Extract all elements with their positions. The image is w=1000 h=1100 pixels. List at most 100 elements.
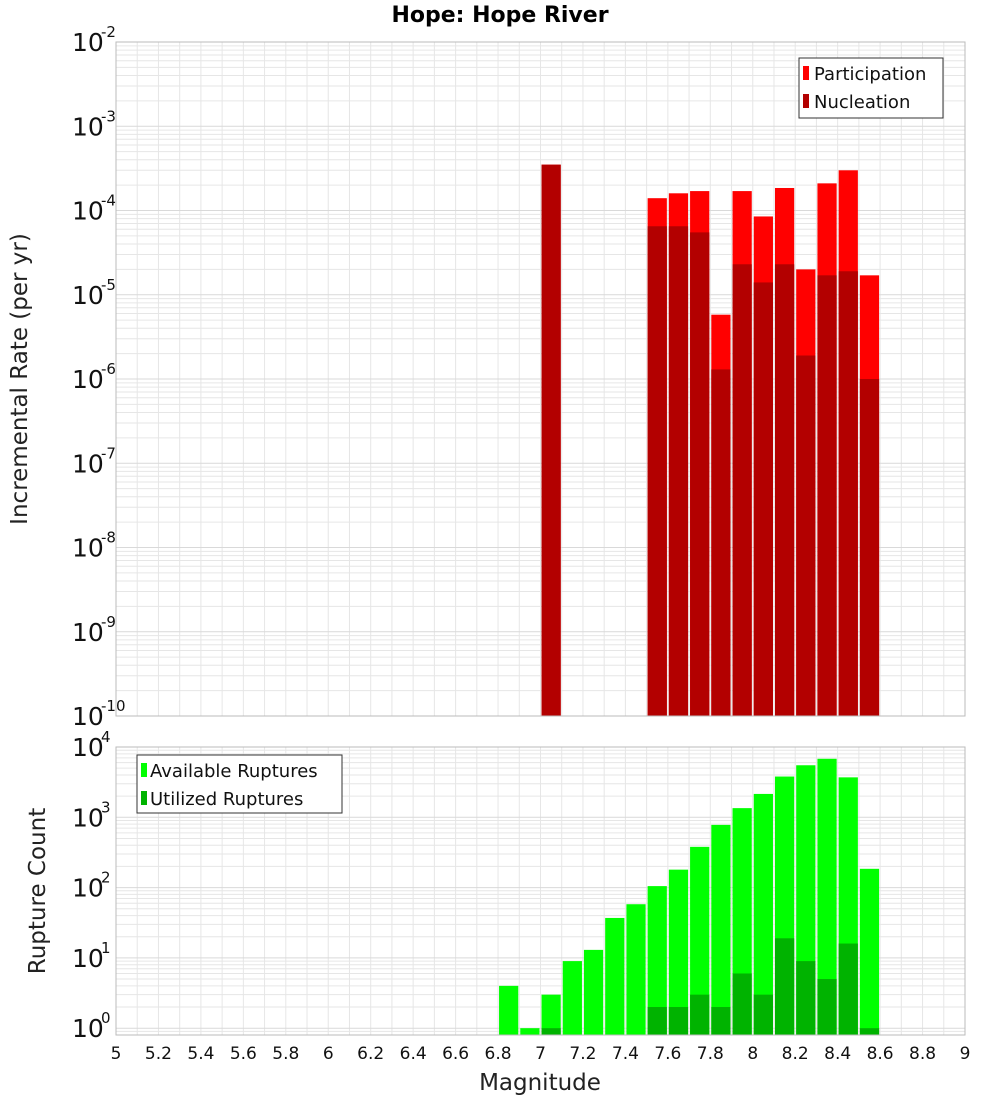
y-tick-label: 10 (72, 1014, 104, 1043)
y-tick-exponent: -4 (101, 192, 116, 210)
x-tick-label: 5.4 (187, 1044, 214, 1064)
rate-bar-nucleation (647, 226, 667, 716)
y-tick-label: 10 (72, 281, 104, 310)
count-bar-utilized-ruptures (647, 1007, 667, 1035)
count-y-axis-label: Rupture Count (25, 808, 51, 974)
count-bar-available-ruptures (562, 961, 582, 1035)
y-tick-label: 10 (72, 534, 104, 563)
x-tick-label: 7.6 (654, 1044, 681, 1064)
count-bar-available-ruptures (626, 904, 646, 1035)
x-tick-label: 9 (960, 1044, 971, 1064)
x-ticks: 5 5.2 5.4 5.6 5.8 6 6.2 6.4 6.6 6.8 7 7.2 7.4 7.6 7.8 8… (111, 1044, 971, 1064)
x-tick-label: 5 (111, 1044, 122, 1064)
y-tick-exponent: -5 (101, 276, 116, 294)
count-bar-available-ruptures (690, 846, 710, 1035)
x-tick-label: 8.6 (867, 1044, 894, 1064)
rate-bars (541, 164, 880, 717)
y-tick-exponent: 0 (101, 1009, 111, 1027)
count-bar-utilized-ruptures (690, 994, 710, 1035)
count-bar-available-ruptures (647, 886, 667, 1035)
count-bar-utilized-ruptures (796, 961, 816, 1035)
utilized-legend-label: Utilized Ruptures (150, 789, 303, 810)
x-tick-label: 6.6 (442, 1044, 469, 1064)
y-tick-label: 10 (72, 874, 104, 903)
count-bar-available-ruptures (753, 793, 773, 1035)
y-tick-label: 10 (72, 803, 104, 832)
y-tick-label: 10 (72, 733, 104, 762)
x-tick-label: 6 (323, 1044, 334, 1064)
participation-legend-swatch (803, 66, 809, 80)
y-tick-label: 10 (72, 112, 104, 141)
y-tick-exponent: -8 (101, 529, 116, 547)
count-bar-utilized-ruptures (753, 994, 773, 1035)
count-plot-frame (115, 746, 966, 1036)
rate-bar-nucleation (668, 226, 689, 716)
y-tick-label: 10 (72, 197, 104, 226)
x-tick-label: 8.2 (782, 1044, 809, 1064)
rate-bar-nucleation (817, 275, 837, 716)
count-bar-available-ruptures (668, 869, 689, 1035)
y-tick-exponent: 2 (101, 869, 111, 887)
count-bar-utilized-ruptures (732, 973, 752, 1035)
rate-bar-nucleation (859, 379, 880, 716)
rate-grid (115, 42, 966, 717)
y-tick-exponent: -7 (101, 444, 116, 462)
x-tick-label: 7 (535, 1044, 546, 1064)
count-legend-box (136, 754, 343, 814)
x-tick-label: 6.8 (485, 1044, 512, 1064)
y-tick-label: 10 (72, 28, 104, 57)
participation-legend-label: Participation (814, 64, 926, 85)
x-tick-label: 5.6 (230, 1044, 257, 1064)
y-tick-exponent: 1 (101, 939, 111, 957)
count-bar-utilized-ruptures (668, 1007, 689, 1035)
y-tick-exponent: -6 (101, 360, 116, 378)
y-tick-label: 10 (72, 944, 104, 973)
x-tick-label: 7.4 (612, 1044, 639, 1064)
rate-bar-nucleation (774, 264, 795, 716)
nucleation-legend-label: Nucleation (814, 92, 910, 113)
y-tick-exponent: -3 (101, 107, 116, 125)
rate-bar-nucleation (753, 282, 773, 716)
rate-legend: Participation Nucleation (798, 57, 944, 119)
count-legend: Available Ruptures Utilized Ruptures (136, 754, 343, 814)
x-tick-label: 8.4 (824, 1044, 851, 1064)
rate-bar-nucleation (796, 355, 816, 716)
y-tick-exponent: -9 (101, 613, 116, 631)
utilized-legend-swatch (141, 791, 147, 805)
count-bar-utilized-ruptures (838, 943, 858, 1035)
y-tick-exponent: -10 (101, 697, 126, 715)
count-bar-utilized-ruptures (541, 1028, 561, 1035)
available-legend-swatch (141, 763, 147, 777)
x-tick-label: 6.4 (400, 1044, 427, 1064)
rate-bar-nucleation (732, 264, 752, 716)
rate-legend-box (798, 57, 944, 119)
nucleation-legend-swatch (803, 94, 809, 108)
rate-bar-nucleation (690, 232, 710, 716)
y-tick-label: 10 (72, 449, 104, 478)
rate-bar-nucleation (541, 164, 561, 717)
chart-title: Hope: Hope River (391, 3, 608, 28)
count-bar-available-ruptures (520, 1028, 540, 1035)
rate-y-axis-label: Incremental Rate (per yr) (7, 233, 33, 525)
count-bar-available-ruptures (859, 868, 880, 1035)
x-tick-label: 5.2 (145, 1044, 172, 1064)
count-bar-utilized-ruptures (817, 979, 837, 1035)
count-bar-available-ruptures (499, 985, 519, 1035)
x-axis-label: Magnitude (479, 1070, 601, 1096)
x-tick-label: 7.8 (697, 1044, 724, 1064)
count-bar-available-ruptures (817, 758, 837, 1035)
x-tick-label: 6.2 (357, 1044, 384, 1064)
count-bar-utilized-ruptures (774, 938, 795, 1035)
rate-bar-nucleation (838, 271, 858, 716)
count-bar-available-ruptures (711, 824, 731, 1035)
count-bar-available-ruptures (583, 949, 604, 1035)
y-tick-label: 10 (72, 365, 104, 394)
count-bar-available-ruptures (541, 994, 561, 1035)
x-tick-label: 5.8 (272, 1044, 299, 1064)
rate-plot-frame (115, 41, 966, 717)
